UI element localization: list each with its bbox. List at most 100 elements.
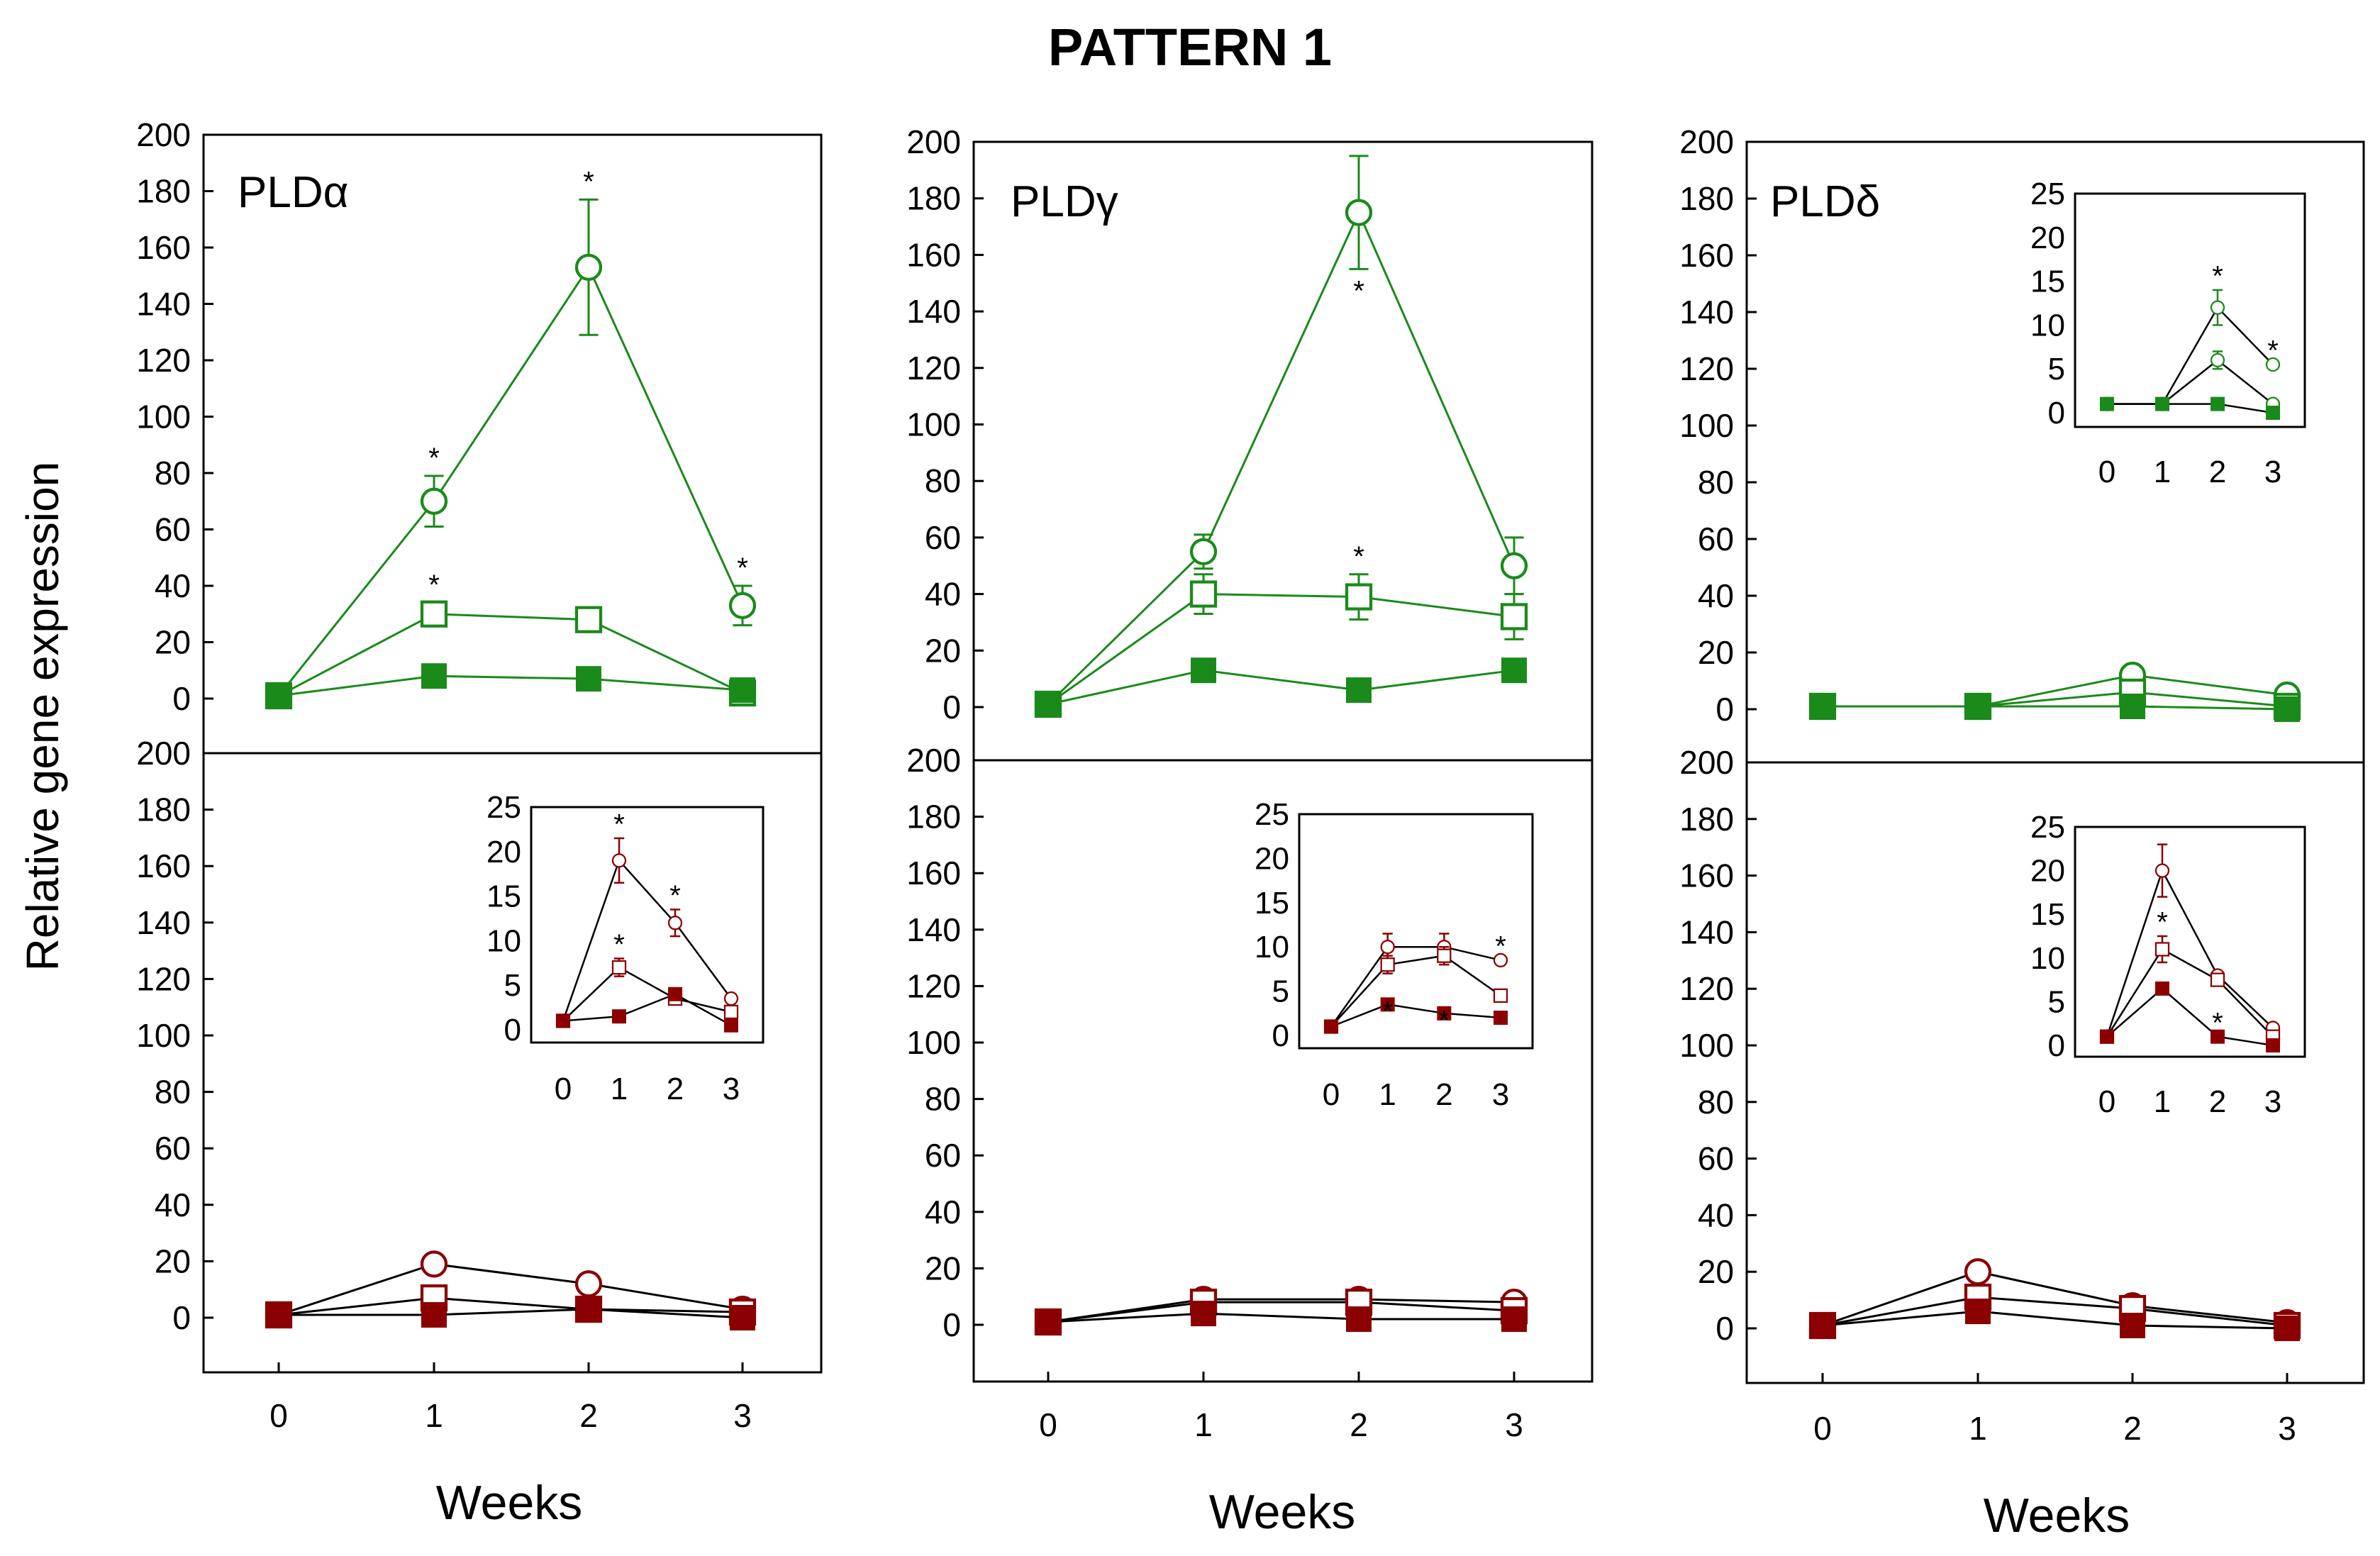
pld-gamma-bottom-ytick-label-7: 140 <box>906 911 961 948</box>
pld-gamma-bottom-ytick-label-4: 80 <box>925 1081 961 1118</box>
pld-delta-bottom-series-2-marker-0 <box>1810 1313 1835 1339</box>
pld-delta-top-series-2-marker-1 <box>1965 694 1991 719</box>
pld-delta-bottom-inset-frame <box>2074 826 2306 1058</box>
pld-delta-top-ytick-label-0: 0 <box>1716 691 1734 728</box>
pld-alpha-bottom-ytick-label-8: 160 <box>136 848 191 884</box>
pld-gamma-top-series-2-marker-3 <box>1501 657 1527 684</box>
pld-alpha-bottom-inset-xtick-label-1: 1 <box>611 1072 628 1106</box>
pld-delta-bottom-ytick-label-7: 140 <box>1679 913 1734 950</box>
pld-gamma-top-ytick-label-8: 160 <box>906 236 961 273</box>
pld-alpha-bottom-inset-series-1-star-1: * <box>613 929 625 960</box>
pld-gamma-bottom-xtick-label-2: 2 <box>1350 1406 1368 1443</box>
y-axis-label: Relative gene expression <box>17 462 68 972</box>
pld-gamma-top-ytick-label-6: 120 <box>906 350 961 387</box>
pld-delta-bottom-inset-series-2-marker-2 <box>2211 1029 2225 1044</box>
plot-area: 020406080100120140160180200PLDα****02040… <box>136 116 2365 1447</box>
pld-alpha-bottom-inset-frame <box>530 806 764 1044</box>
pld-alpha-bottom-inset-series-2-marker-0 <box>556 1013 570 1028</box>
pld-delta-top-inset-ytick-label-1: 5 <box>2048 352 2065 387</box>
pld-delta-bottom-ytick-label-8: 160 <box>1679 857 1734 894</box>
pld-delta-bottom-inset-series-2-marker-0 <box>2100 1029 2114 1044</box>
pld-alpha-top-ytick-label-3: 60 <box>155 511 191 548</box>
x-axis-label-col2: Weeks <box>1209 1485 1356 1539</box>
pld-alpha-top-series-2-marker-3 <box>730 677 755 704</box>
pld-gamma-bottom-inset-series-2-line <box>1330 1004 1501 1028</box>
pld-gamma-bottom-ytick-label-6: 120 <box>906 967 961 1004</box>
pld-delta-top-inset-xtick-label-1: 1 <box>2154 455 2171 489</box>
pld-gamma-top-ytick-label-4: 80 <box>925 462 961 499</box>
pld-gamma-top-series-1-marker-3 <box>1500 603 1528 630</box>
pld-alpha-bottom-series-2-marker-3 <box>730 1305 755 1330</box>
pld-delta-top-ytick-label-10: 200 <box>1679 123 1734 160</box>
pld-alpha-top-series-2-line <box>278 674 743 697</box>
pld-delta-bottom-inset-series-1-marker-2 <box>2210 972 2225 987</box>
pld-gamma-bottom-series-2-marker-0 <box>1035 1309 1061 1335</box>
pld-alpha-bottom-inset-ytick-label-1: 5 <box>504 968 521 1003</box>
pld-delta-top-series-2-marker-2 <box>2120 694 2145 719</box>
pld-alpha-top-series-0-star-1: * <box>428 443 440 474</box>
pld-gamma-bottom-series-2-line <box>1047 1312 1514 1323</box>
pld-alpha-bottom-inset-series-0-marker-2 <box>667 916 683 930</box>
pld-delta-top-inset-xtick-label-3: 3 <box>2264 455 2281 489</box>
pld-alpha-bottom-ytick-label-3: 60 <box>155 1130 191 1167</box>
figure-title: PATTERN 1 <box>1048 18 1332 77</box>
pld-gamma-top-series-0-marker-2 <box>1345 199 1373 226</box>
pld-alpha-bottom-ytick-label-2: 40 <box>155 1187 191 1223</box>
pld-alpha-bottom-xtick-label-1: 1 <box>425 1397 443 1434</box>
pld-delta-bottom-series-2-marker-3 <box>2274 1316 2300 1341</box>
pld-gamma-bottom-inset-ytick-label-3: 15 <box>1255 886 1289 921</box>
pld-gamma-bottom-inset-xtick-label-3: 3 <box>1492 1077 1509 1112</box>
pld-alpha-bottom-ytick-label-5: 100 <box>136 1017 191 1054</box>
pld-gamma-bottom-inset-series-0-marker-3 <box>1493 952 1508 968</box>
pld-alpha-top-series-0-line <box>277 265 744 696</box>
pld-alpha-bottom-inset-series-0-marker-3 <box>723 991 739 1006</box>
pld-delta-top-series-1-line <box>1823 691 2288 708</box>
x-axis-label-col1: Weeks <box>436 1476 583 1530</box>
pld-delta-top-inset-series-2-marker-0 <box>2100 396 2114 411</box>
pld-gamma-top-ytick-label-1: 20 <box>925 632 961 669</box>
pld-gamma-bottom-series-0-line <box>1047 1298 1515 1323</box>
pld-gamma-bottom-ytick-label-10: 200 <box>906 742 961 779</box>
pld-gamma-top-series-0-marker-1 <box>1189 538 1218 565</box>
pld-gamma-bottom-inset-series-0-line <box>1330 945 1501 1028</box>
pld-delta-top-ytick-label-3: 60 <box>1698 521 1734 557</box>
pld-delta-top-inset: 0 5 10 15 20 25 0 1 2 3 * * <box>2030 177 2306 489</box>
pld-alpha-bottom-inset-xtick-label-3: 3 <box>723 1072 740 1106</box>
pld-gamma-bottom-inset-ytick-label-5: 25 <box>1255 797 1289 832</box>
pld-gamma-bottom-ytick-label-8: 160 <box>906 855 961 891</box>
pld-gamma-top-ytick-label-3: 60 <box>925 519 961 556</box>
pld-gamma-bottom-ytick-label-9: 180 <box>906 799 961 835</box>
pld-alpha-bottom-inset-series-2-marker-1 <box>612 1009 626 1024</box>
pld-delta-top-inset-series-2-marker-3 <box>2266 406 2280 420</box>
pld-gamma-bottom-frame <box>972 760 1594 1383</box>
pld-delta-top-inset-xtick-label-0: 0 <box>2098 455 2115 489</box>
pld-delta-top-ytick-label-9: 180 <box>1679 180 1734 217</box>
pld-alpha-bottom-inset-series-0-star-1: * <box>613 809 625 840</box>
pld-gamma-bottom-series-2-marker-3 <box>1501 1306 1527 1333</box>
pld-delta-top-inset-ytick-label-4: 20 <box>2030 221 2065 255</box>
pld-delta-bottom-inset-ytick-label-5: 25 <box>2030 810 2065 845</box>
pld-gamma-bottom-inset-series-0-star-3: * <box>1495 931 1506 962</box>
pld-alpha-top-ytick-label-1: 20 <box>155 624 191 661</box>
pld-delta-bottom-xtick-label-1: 1 <box>1969 1410 1987 1447</box>
pld-delta-top-inset-series-0-marker-2 <box>2210 300 2225 315</box>
pld-gamma-bottom-inset-series-2-marker-2 <box>1437 1006 1452 1021</box>
pld-alpha-top-ytick-label-8: 160 <box>136 229 191 266</box>
pld-delta-bottom-inset-series-2-marker-1 <box>2155 981 2169 996</box>
pld-delta-top-inset-series-0-marker-3 <box>2265 357 2281 372</box>
pld-gamma-top-frame <box>972 140 1594 762</box>
pld-gamma-bottom-inset: 0 5 10 15 20 25 0 1 2 3 * * * <box>1255 797 1534 1112</box>
pld-gamma-bottom-series-2-marker-2 <box>1346 1306 1372 1333</box>
pld-alpha-top-series-1-line <box>278 613 743 697</box>
pld-gamma-bottom-xtick-label-1: 1 <box>1194 1406 1213 1443</box>
pld-delta-top-inset-ytick-label-3: 15 <box>2030 265 2065 299</box>
pld-delta-top-inset-ytick-label-5: 25 <box>2030 177 2065 211</box>
pld-delta-top-series-2-line <box>1823 705 2288 711</box>
pld-alpha-bottom-ytick-label-0: 0 <box>172 1299 191 1336</box>
pld-gamma-bottom-inset-series-2-marker-3 <box>1494 1011 1508 1026</box>
pld-gamma-bottom-ytick-label-0: 0 <box>942 1306 961 1343</box>
pld-gamma-top-series-1-marker-2 <box>1345 583 1373 611</box>
pld-alpha-bottom-series-2-marker-1 <box>421 1302 447 1328</box>
pld-delta-bottom-xtick-label-2: 2 <box>2123 1410 2142 1447</box>
